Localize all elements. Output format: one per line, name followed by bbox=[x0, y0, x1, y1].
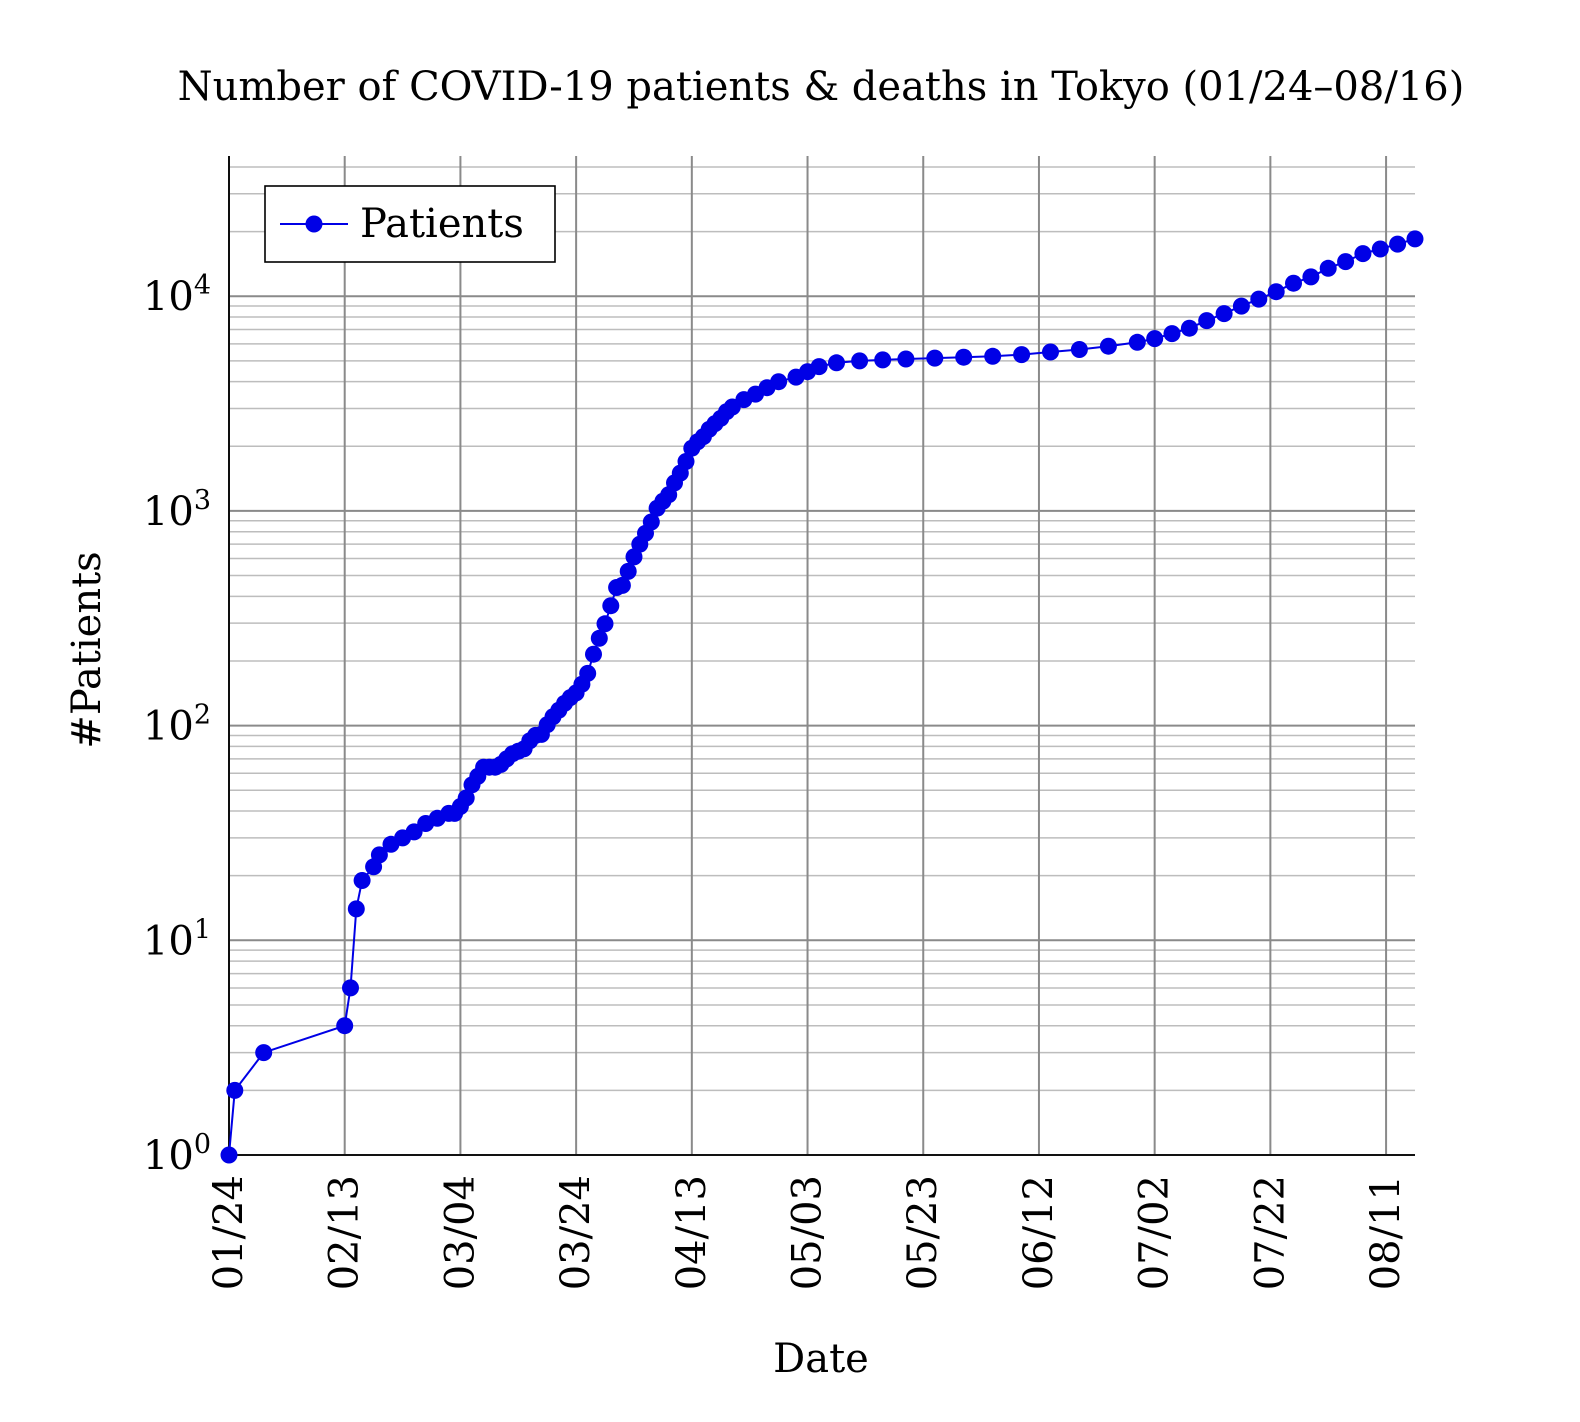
data-point bbox=[1163, 325, 1181, 343]
data-point bbox=[955, 348, 973, 366]
y-tick-label: 101 bbox=[143, 914, 211, 964]
x-tick-label: 03/04 bbox=[437, 1175, 483, 1290]
data-point bbox=[625, 548, 643, 566]
data-point bbox=[619, 562, 637, 580]
data-point bbox=[602, 597, 620, 615]
data-point bbox=[613, 576, 631, 594]
data-point bbox=[851, 352, 869, 370]
data-point bbox=[1267, 283, 1285, 301]
y-tick-label: 103 bbox=[143, 485, 211, 535]
data-point bbox=[1232, 297, 1250, 315]
x-tick-label: 03/24 bbox=[553, 1175, 599, 1290]
chart-title: Number of COVID-19 patients & deaths in … bbox=[178, 64, 1465, 110]
legend-label-patients: Patients bbox=[360, 201, 524, 247]
data-point bbox=[1371, 240, 1389, 258]
data-point bbox=[1180, 319, 1198, 337]
x-tick-labels: 01/24 02/13 03/04 03/24 04/13 05/03 05/23 06/12… bbox=[206, 1175, 1409, 1290]
data-point bbox=[220, 1146, 238, 1164]
data-point bbox=[347, 900, 365, 918]
data-point bbox=[642, 513, 660, 531]
data-point bbox=[1146, 330, 1164, 348]
data-point bbox=[1250, 290, 1268, 308]
data-point bbox=[1406, 230, 1424, 248]
data-point bbox=[1337, 253, 1355, 271]
x-tick-label: 05/03 bbox=[785, 1175, 831, 1290]
data-point bbox=[770, 373, 788, 391]
data-point bbox=[1215, 305, 1233, 323]
x-axis-label: Date bbox=[773, 1336, 869, 1382]
x-tick-label: 07/22 bbox=[1247, 1175, 1293, 1290]
x-tick-label: 02/13 bbox=[322, 1175, 368, 1290]
legend-marker bbox=[305, 215, 323, 233]
data-point bbox=[1013, 346, 1031, 364]
data-point bbox=[596, 615, 614, 633]
data-point bbox=[1389, 235, 1407, 253]
y-tick-label: 100 bbox=[143, 1129, 211, 1179]
x-tick-label: 04/13 bbox=[669, 1175, 715, 1290]
data-point bbox=[1099, 337, 1117, 355]
data-point bbox=[1070, 341, 1088, 358]
data-point bbox=[353, 872, 371, 889]
legend: Patients bbox=[264, 185, 556, 263]
data-point bbox=[828, 354, 845, 372]
data-point bbox=[1354, 245, 1372, 263]
data-point bbox=[1319, 259, 1337, 277]
data-point bbox=[677, 453, 695, 470]
x-tick-label: 01/24 bbox=[206, 1175, 252, 1290]
axes bbox=[228, 156, 1415, 1156]
data-point bbox=[336, 1017, 354, 1035]
y-tick-label: 104 bbox=[143, 270, 211, 320]
data-point bbox=[342, 979, 359, 997]
data-point bbox=[226, 1081, 244, 1099]
data-point bbox=[984, 347, 1002, 365]
minor-gridlines bbox=[229, 166, 1415, 1092]
data-point bbox=[1285, 274, 1302, 292]
data-point bbox=[1302, 268, 1320, 286]
data-point bbox=[457, 789, 475, 807]
x-tick-label: 05/23 bbox=[900, 1175, 946, 1290]
y-tick-label: 102 bbox=[143, 700, 211, 750]
data-point bbox=[585, 645, 602, 663]
data-point bbox=[1198, 312, 1216, 330]
data-point bbox=[897, 350, 915, 368]
x-tick-label: 06/12 bbox=[1016, 1175, 1062, 1290]
x-tick-label: 07/02 bbox=[1132, 1175, 1178, 1290]
data-point bbox=[874, 351, 892, 369]
x-tick-label: 08/11 bbox=[1363, 1175, 1409, 1290]
data-point bbox=[370, 846, 388, 864]
data-point bbox=[579, 664, 597, 682]
data-point bbox=[810, 358, 828, 376]
data-point bbox=[1042, 343, 1059, 361]
y-tick-labels: 100 101 102 103 104 bbox=[143, 270, 211, 1179]
data-point bbox=[1128, 333, 1146, 351]
series-line bbox=[228, 237, 1416, 1156]
series-patients bbox=[220, 230, 1424, 1164]
data-point bbox=[255, 1044, 273, 1062]
data-point bbox=[590, 629, 608, 647]
data-point bbox=[926, 349, 944, 367]
y-axis-label: #Patients bbox=[64, 551, 110, 748]
